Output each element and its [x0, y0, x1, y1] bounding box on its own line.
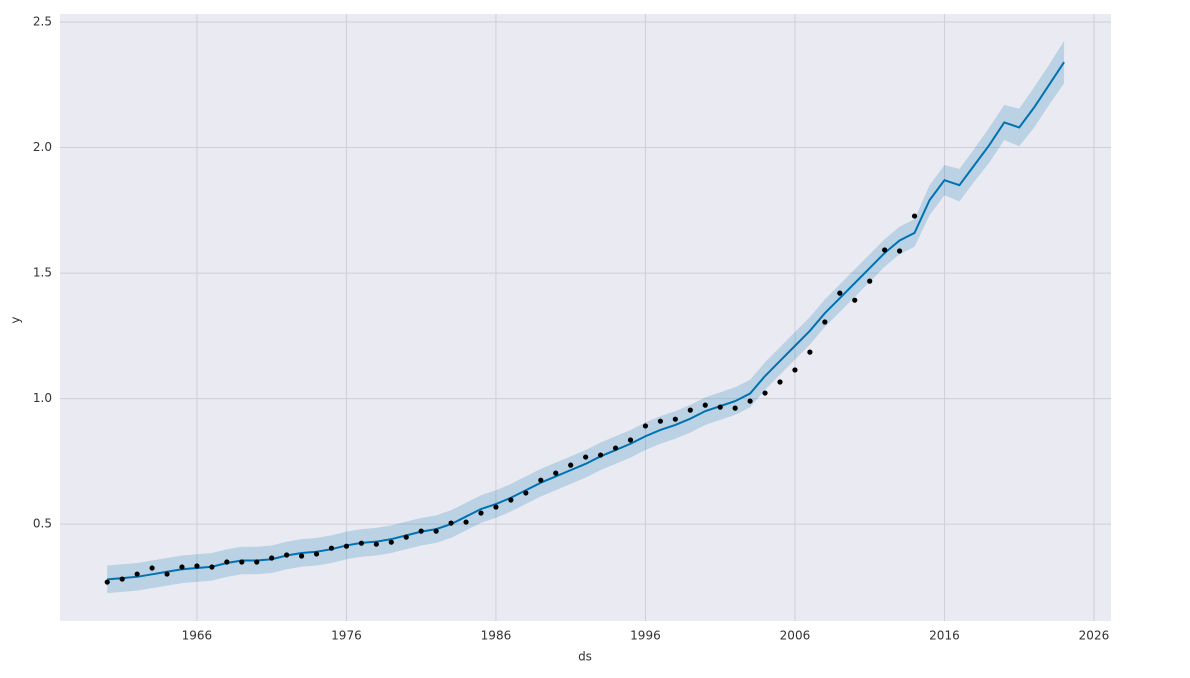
data-point	[672, 416, 678, 422]
data-point	[313, 551, 320, 557]
data-point	[388, 539, 394, 545]
forecast-line	[107, 61, 1065, 581]
x-tick-label: 1996	[630, 629, 661, 643]
x-tick-label: 2026	[1079, 629, 1110, 643]
data-point	[538, 477, 544, 483]
data-point	[627, 437, 634, 443]
y-tick-label: 2.5	[33, 15, 52, 29]
data-point	[882, 247, 888, 253]
data-point	[119, 576, 125, 582]
data-point	[224, 559, 230, 565]
data-point	[702, 402, 708, 408]
data-point	[807, 349, 813, 355]
data-point	[493, 504, 499, 510]
data-point	[104, 579, 110, 585]
data-point	[284, 552, 290, 558]
data-point	[642, 423, 649, 429]
data-point	[687, 407, 693, 413]
data-point	[822, 319, 828, 325]
data-point	[149, 565, 155, 571]
data-point	[328, 545, 335, 551]
data-point	[478, 510, 484, 516]
data-point	[717, 404, 723, 410]
data-point	[403, 534, 409, 540]
data-point	[239, 559, 245, 565]
data-point	[448, 520, 454, 526]
data-point	[433, 528, 439, 534]
y-axis-label: y	[9, 316, 23, 323]
data-point	[179, 564, 185, 570]
data-point	[911, 213, 918, 219]
x-tick-label: 2016	[929, 629, 960, 643]
data-point	[553, 470, 559, 476]
data-point	[523, 490, 529, 496]
data-point	[852, 297, 858, 303]
data-point	[269, 555, 275, 561]
data-point	[418, 528, 424, 534]
data-point	[358, 540, 364, 546]
data-point	[657, 418, 664, 424]
data-point	[254, 559, 260, 565]
plot-area	[60, 14, 1111, 621]
data-point	[194, 563, 200, 569]
x-tick-label: 1986	[481, 629, 512, 643]
x-tick-label: 1976	[331, 629, 362, 643]
data-point	[762, 390, 768, 396]
data-point	[134, 571, 140, 577]
data-point	[612, 445, 619, 451]
data-point	[597, 452, 604, 458]
data-point	[463, 519, 469, 525]
y-tick-label: 0.5	[33, 517, 52, 531]
data-point	[792, 367, 798, 373]
data-point	[583, 454, 589, 460]
data-point	[343, 543, 350, 549]
data-point	[897, 248, 903, 254]
data-point	[747, 398, 753, 404]
x-tick-label: 1966	[182, 629, 213, 643]
x-tick-label: 2006	[780, 629, 811, 643]
data-point	[508, 497, 514, 503]
x-axis-label: ds	[578, 650, 592, 664]
data-point	[373, 541, 379, 547]
data-point	[209, 564, 215, 570]
data-point	[732, 405, 738, 411]
data-point	[164, 571, 170, 577]
y-tick-label: 1.0	[33, 391, 52, 405]
data-point	[867, 278, 873, 284]
data-point	[568, 462, 574, 468]
data-point	[837, 290, 843, 296]
y-tick-label: 1.5	[33, 266, 52, 280]
y-tick-label: 2.0	[33, 140, 52, 154]
data-point	[298, 553, 305, 559]
data-point	[777, 379, 783, 385]
